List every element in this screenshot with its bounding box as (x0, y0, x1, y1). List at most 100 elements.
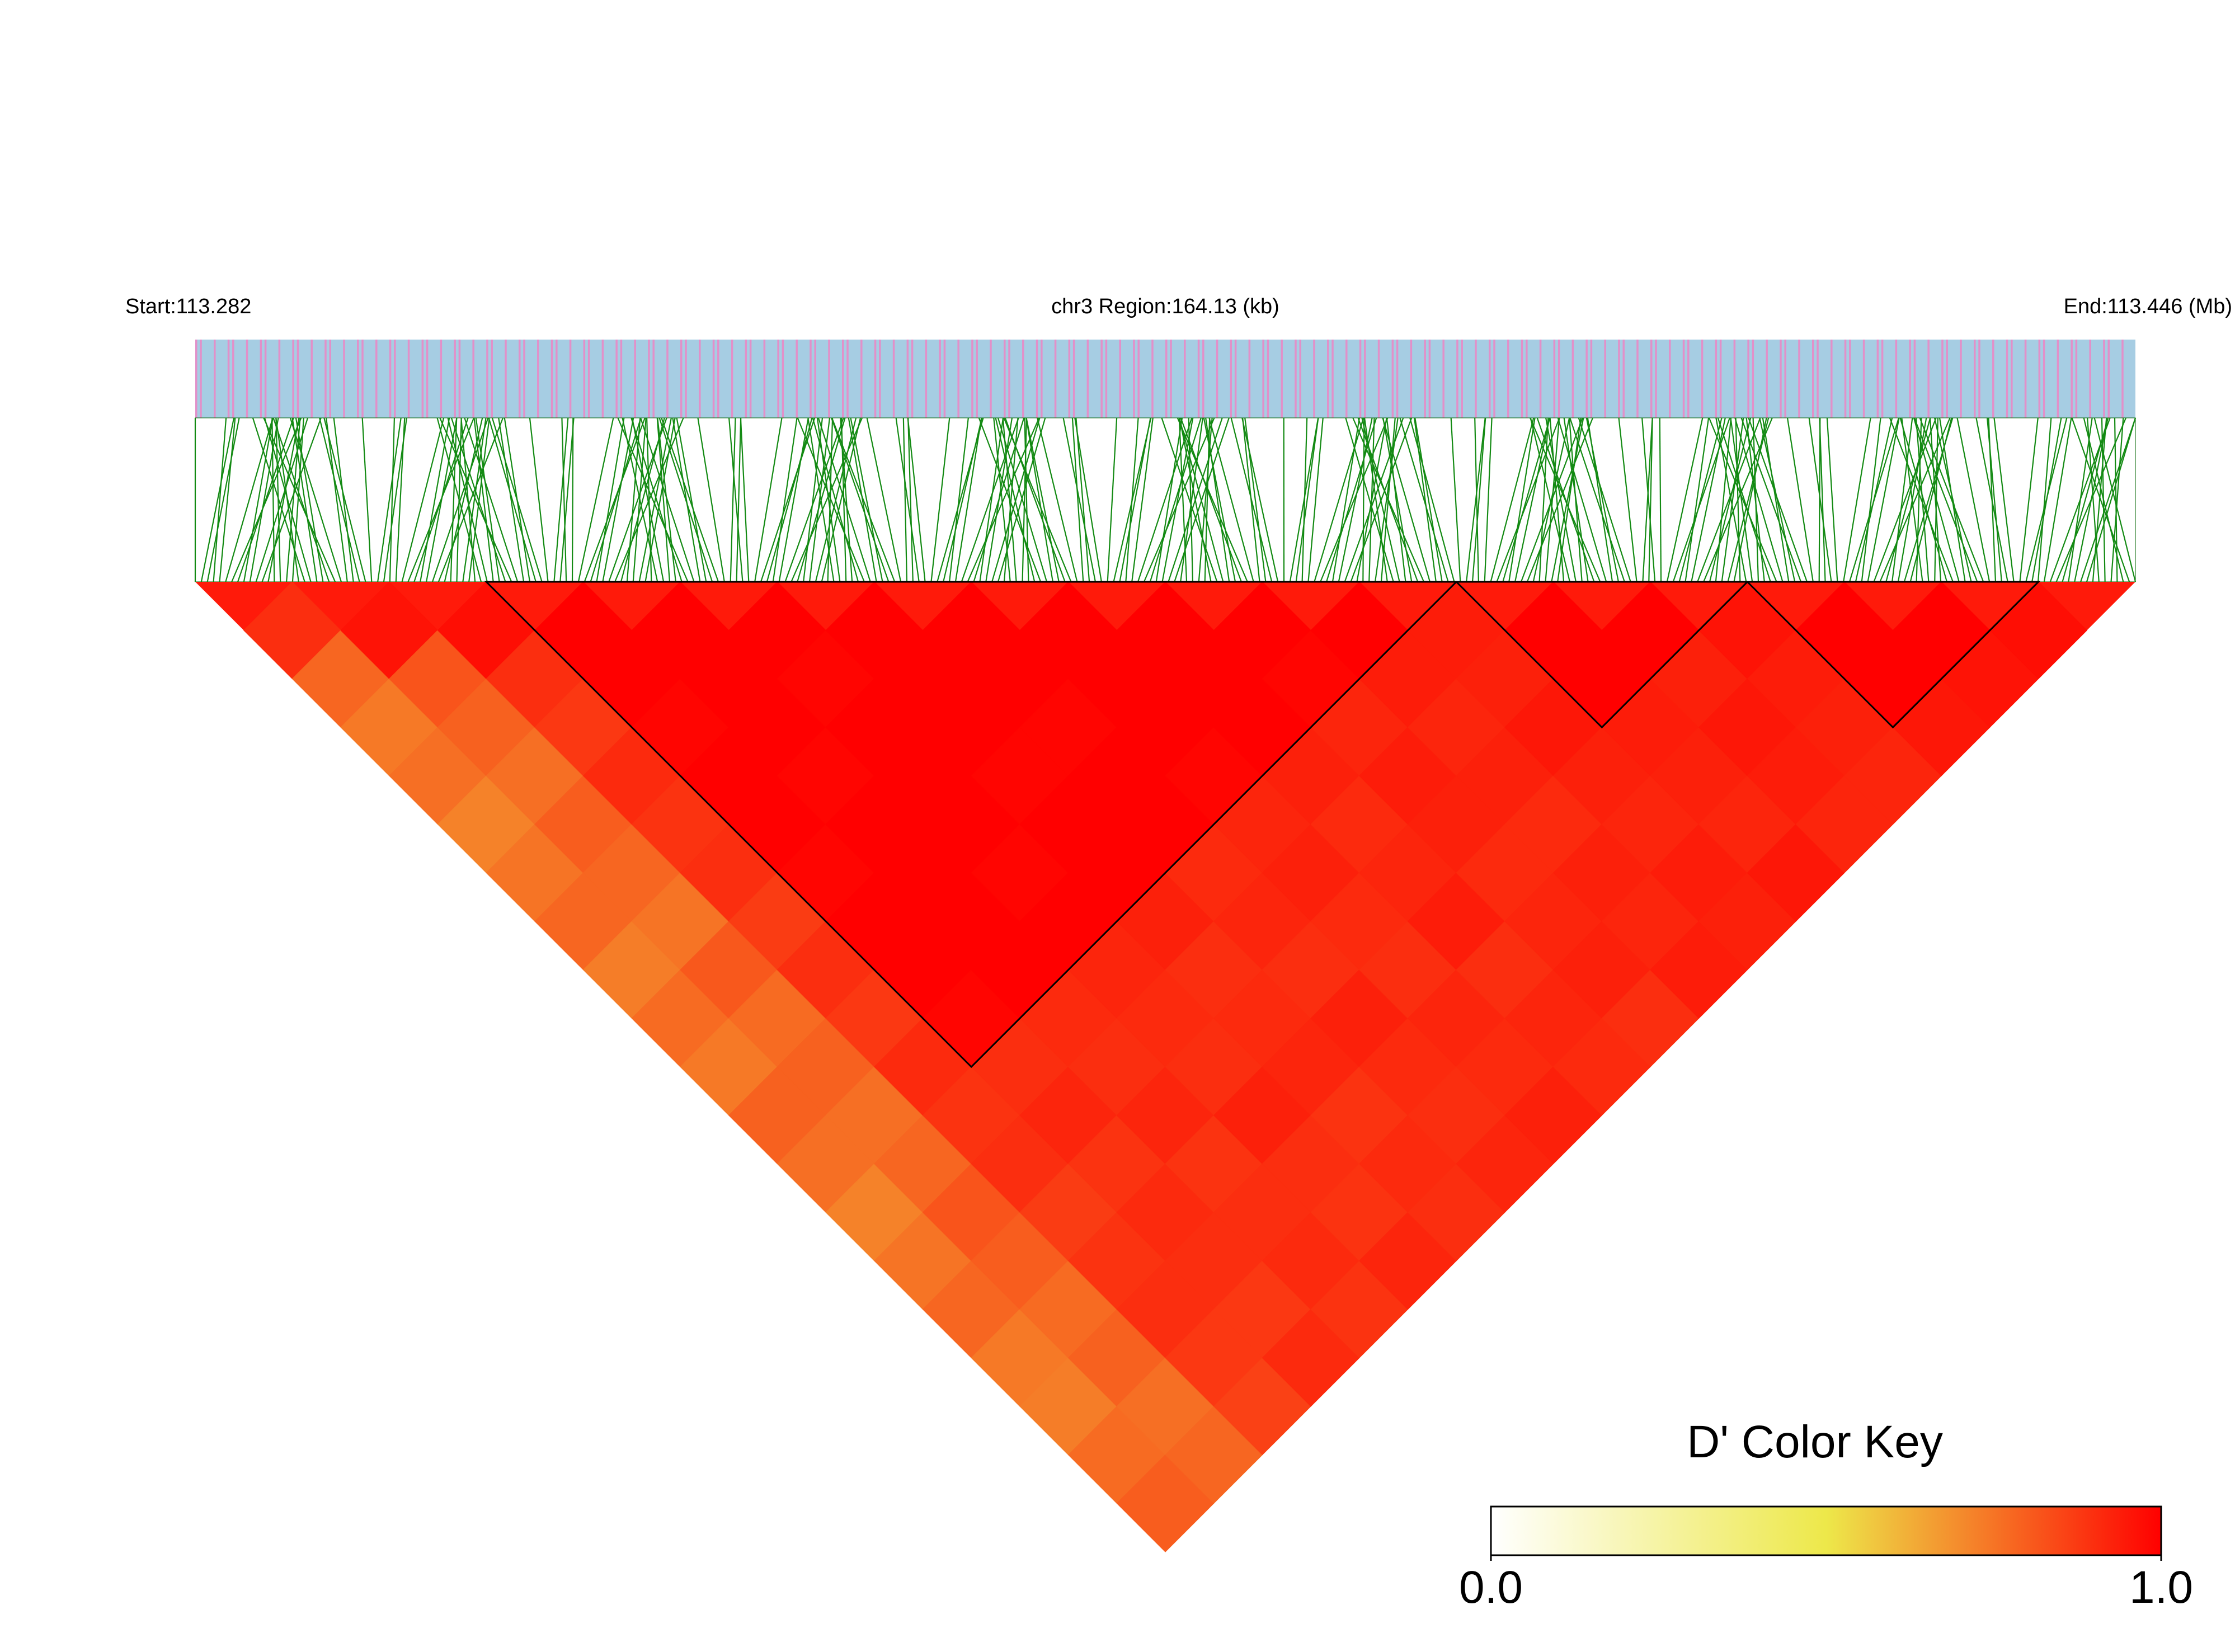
track-stripe (2043, 340, 2045, 418)
track-stripe (1719, 340, 1722, 418)
connector (1861, 417, 1881, 582)
track-stripe (1992, 340, 1994, 418)
track-stripe (1493, 340, 1495, 418)
track-stripe (569, 340, 572, 418)
track-stripe (550, 340, 553, 418)
track-stripe (1553, 340, 1556, 418)
track-stripe (407, 340, 410, 418)
connector (2110, 417, 2124, 582)
connector (395, 417, 406, 582)
track-stripe (1881, 340, 1884, 418)
connector (1307, 417, 1324, 582)
track-stripe (911, 340, 914, 418)
connector (577, 417, 614, 582)
connector (1161, 417, 1218, 582)
connector (1915, 417, 1930, 582)
connector (1532, 417, 1570, 582)
track-stripe (2089, 340, 2091, 418)
track-stripe (357, 340, 359, 418)
connector (656, 417, 671, 582)
connector (2086, 417, 2137, 582)
track-stripe (939, 340, 941, 418)
track-stripe (232, 340, 234, 418)
connector (646, 417, 652, 582)
track-stripe (842, 340, 844, 418)
connector (261, 417, 322, 582)
track-stripe (375, 340, 378, 418)
color-key: 0.0 1.0 (1459, 1505, 2193, 1613)
end-label: End:113.446 (Mb) (2064, 295, 2232, 318)
track-stripe (1909, 340, 1911, 418)
connector (447, 417, 488, 582)
track-stripe (1068, 340, 1071, 418)
track-stripe (680, 340, 683, 418)
track-stripe (1295, 340, 1297, 418)
connector (638, 417, 672, 582)
track-stripe (1105, 340, 1108, 418)
track-stripe (1165, 340, 1168, 418)
connector (760, 417, 816, 582)
connector (967, 417, 1040, 582)
connector (1177, 417, 1248, 582)
connector (1678, 417, 1723, 582)
track-stripe (523, 340, 525, 418)
track-stripe (1618, 340, 1620, 418)
track-stripe (1978, 340, 1980, 418)
connector (1374, 417, 1399, 582)
track-stripe (699, 340, 701, 418)
connector (231, 417, 302, 582)
connector (1786, 417, 1814, 582)
track-stripe (200, 340, 202, 418)
connector (1867, 417, 1900, 582)
track-stripe (2038, 340, 2041, 418)
connector (237, 417, 294, 582)
connector (1075, 417, 1090, 582)
track-stripe (1507, 340, 1509, 418)
connector (754, 417, 783, 582)
track-stripe (1687, 340, 1690, 418)
track-stripe (278, 340, 281, 418)
connector (1672, 417, 1730, 582)
track-stripe (324, 340, 327, 418)
connector (848, 417, 877, 582)
connector (571, 417, 574, 582)
track-stripe (879, 340, 881, 418)
connector (1578, 417, 1631, 582)
track-stripe (329, 340, 331, 418)
track-stripe (1752, 340, 1754, 418)
connector (657, 417, 676, 582)
connector (1149, 417, 1202, 582)
connector (1496, 417, 1560, 582)
connector (2037, 417, 2052, 582)
track-stripe (906, 340, 909, 418)
connector (475, 417, 500, 582)
connector (1399, 417, 1449, 582)
connector (1873, 417, 1937, 582)
track-stripe (1798, 340, 1800, 418)
track-stripe (976, 340, 978, 418)
connector (2031, 417, 2062, 582)
track-stripe (1022, 340, 1024, 418)
connector (1137, 417, 1193, 582)
track-stripe (1521, 340, 1523, 418)
connector (736, 417, 742, 582)
connector (1708, 417, 1777, 582)
connector (559, 417, 575, 582)
connector (291, 417, 318, 582)
connector (907, 417, 926, 582)
connector (1993, 417, 2015, 582)
track-stripe (343, 340, 345, 418)
connector (272, 417, 330, 582)
ld-block (484, 581, 1458, 1069)
track-stripe (749, 340, 752, 418)
connector (812, 417, 859, 582)
connector (431, 417, 489, 582)
track-stripe (1475, 340, 1477, 418)
connector (697, 417, 725, 582)
track-stripe (1682, 340, 1685, 418)
track-stripe (1862, 340, 1865, 418)
connector (1551, 417, 1584, 582)
connector (1975, 417, 2008, 582)
connector (2080, 417, 2137, 582)
